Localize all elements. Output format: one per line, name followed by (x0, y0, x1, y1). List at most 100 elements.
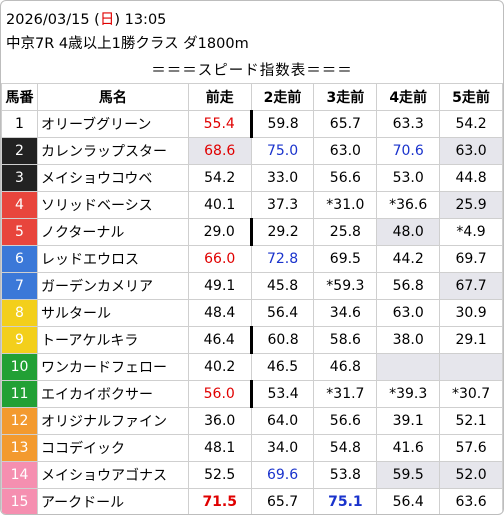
speed-index-cell: 37.3 (250, 191, 315, 219)
speed-index-cell: 65.7 (250, 488, 315, 514)
speed-index-cell: 72.8 (250, 245, 315, 273)
horse-number: 2 (1, 137, 38, 165)
horse-number: 10 (1, 353, 38, 381)
horse-number: 8 (1, 299, 38, 327)
table-row: 4 ソリッドベーシス 40.1 37.3 *31.0 *36.6 25.9 (1, 191, 503, 219)
horse-name: オリーブグリーン (36, 110, 189, 138)
race-time: ) 13:05 (114, 12, 167, 28)
speed-index-cell: 44.8 (439, 164, 503, 192)
horse-name: ワンカードフェロー (36, 353, 189, 381)
table-row: 3 メイショウコウベ 54.2 33.0 56.6 53.0 44.8 (1, 164, 503, 192)
speed-index-cell: 56.6 (313, 407, 378, 435)
speed-index-cell: 40.2 (187, 353, 252, 381)
col-header-3ago: 3走前 (313, 83, 378, 111)
horse-name: ココデイック (36, 434, 189, 462)
race-date: 2026/03/15 ( (6, 12, 100, 28)
speed-index-cell: 57.6 (439, 434, 503, 462)
speed-index-cell: 29.1 (439, 326, 503, 354)
speed-index-cell: 63.0 (313, 137, 378, 165)
horse-name: レッドエウロス (36, 245, 189, 273)
col-header-last: 前走 (187, 83, 252, 111)
horse-name: カレンラップスター (36, 137, 189, 165)
speed-index-cell: 53.4 (250, 380, 315, 408)
horse-name: ガーデンカメリア (36, 272, 189, 300)
speed-index-cell (376, 353, 441, 381)
speed-index-cell: 44.2 (376, 245, 441, 273)
speed-index-cell: 34.6 (313, 299, 378, 327)
table-row: 5 ノクターナル 29.0 29.2 25.8 48.0 *4.9 (1, 218, 503, 246)
speed-index-cell: 40.1 (187, 191, 252, 219)
table-row: 14 メイショウアゴナス 52.5 69.6 53.8 59.5 52.0 (1, 461, 503, 489)
col-header-name: 馬名 (36, 83, 189, 111)
speed-index-cell: 33.0 (250, 164, 315, 192)
speed-index-cell: 52.0 (439, 461, 503, 489)
speed-index-cell: 69.5 (313, 245, 378, 273)
table-row: 1 オリーブグリーン 55.4 59.8 65.7 63.3 54.2 (1, 110, 503, 138)
col-header-5ago: 5走前 (439, 83, 503, 111)
speed-index-cell: 69.6 (250, 461, 315, 489)
speed-index-cell: *31.7 (313, 380, 378, 408)
speed-index-cell: *36.6 (376, 191, 441, 219)
table-header-row: 馬番 馬名 前走 2走前 3走前 4走前 5走前 (1, 83, 503, 111)
race-datetime: 2026/03/15 (日) 13:05 (6, 8, 166, 29)
speed-index-cell: 63.3 (376, 110, 441, 138)
speed-index-cell: 71.5 (187, 488, 252, 514)
speed-index-cell: 29.2 (250, 218, 315, 246)
horse-number: 4 (1, 191, 38, 219)
speed-index-cell: 46.5 (250, 353, 315, 381)
speed-index-cell: 69.7 (439, 245, 503, 273)
speed-index-cell: 30.9 (439, 299, 503, 327)
horse-number: 14 (1, 461, 38, 489)
horse-name: メイショウコウベ (36, 164, 189, 192)
speed-index-cell: 48.0 (376, 218, 441, 246)
speed-index-cell: 60.8 (250, 326, 315, 354)
horse-number: 1 (1, 110, 38, 138)
speed-index-cell: 48.4 (187, 299, 252, 327)
speed-index-cell: 46.8 (313, 353, 378, 381)
horse-number: 9 (1, 326, 38, 354)
horse-number: 13 (1, 434, 38, 462)
speed-index-cell: 56.4 (250, 299, 315, 327)
horse-name: メイショウアゴナス (36, 461, 189, 489)
horse-number: 11 (1, 380, 38, 408)
speed-index-cell: 56.8 (376, 272, 441, 300)
speed-index-cell: 70.6 (376, 137, 441, 165)
col-header-2ago: 2走前 (250, 83, 315, 111)
speed-index-cell: 63.6 (439, 488, 503, 514)
race-weekday: 日 (99, 12, 115, 28)
speed-index-cell: 52.1 (439, 407, 503, 435)
speed-index-cell: 25.8 (313, 218, 378, 246)
horse-number: 3 (1, 164, 38, 192)
speed-index-cell: 56.6 (313, 164, 378, 192)
horse-number: 7 (1, 272, 38, 300)
table-row: 8 サルタール 48.4 56.4 34.6 63.0 30.9 (1, 299, 503, 327)
speed-index-cell: *30.7 (439, 380, 503, 408)
horse-number: 5 (1, 218, 38, 246)
speed-index-cell: 25.9 (439, 191, 503, 219)
race-info: 中京7R 4歳以上1勝クラス ダ1800m (6, 36, 249, 52)
speed-index-cell: 55.4 (187, 110, 253, 138)
speed-index-cell: 63.0 (439, 137, 503, 165)
speed-index-cell: 59.5 (376, 461, 441, 489)
table-row: 13 ココデイック 48.1 34.0 54.8 41.6 57.6 (1, 434, 503, 462)
speed-index-table: 馬番 馬名 前走 2走前 3走前 4走前 5走前 1 オリーブグリーン 55.4 59… (1, 83, 503, 514)
horse-name: エイカイボクサー (36, 380, 189, 408)
speed-index-cell: *59.3 (313, 272, 378, 300)
speed-index-cell: 56.0 (187, 380, 253, 408)
horse-name: アークドール (36, 488, 189, 514)
horse-name: サルタール (36, 299, 189, 327)
speed-index-cell: 64.0 (250, 407, 315, 435)
speed-index-cell: 75.0 (250, 137, 315, 165)
horse-name: トーアケルキラ (36, 326, 189, 354)
speed-index-cell: 75.1 (313, 488, 378, 514)
speed-index-cell: 63.0 (376, 299, 441, 327)
speed-index-title: ＝＝＝スピード指数表＝＝＝ (151, 63, 353, 79)
speed-index-cell: 39.1 (376, 407, 441, 435)
horse-name: ノクターナル (36, 218, 189, 246)
speed-index-cell: *4.9 (439, 218, 503, 246)
speed-index-cell (439, 353, 503, 381)
speed-index-cell: 59.8 (250, 110, 315, 138)
horse-name: オリジナルファイン (36, 407, 189, 435)
horse-name: ソリッドベーシス (36, 191, 189, 219)
